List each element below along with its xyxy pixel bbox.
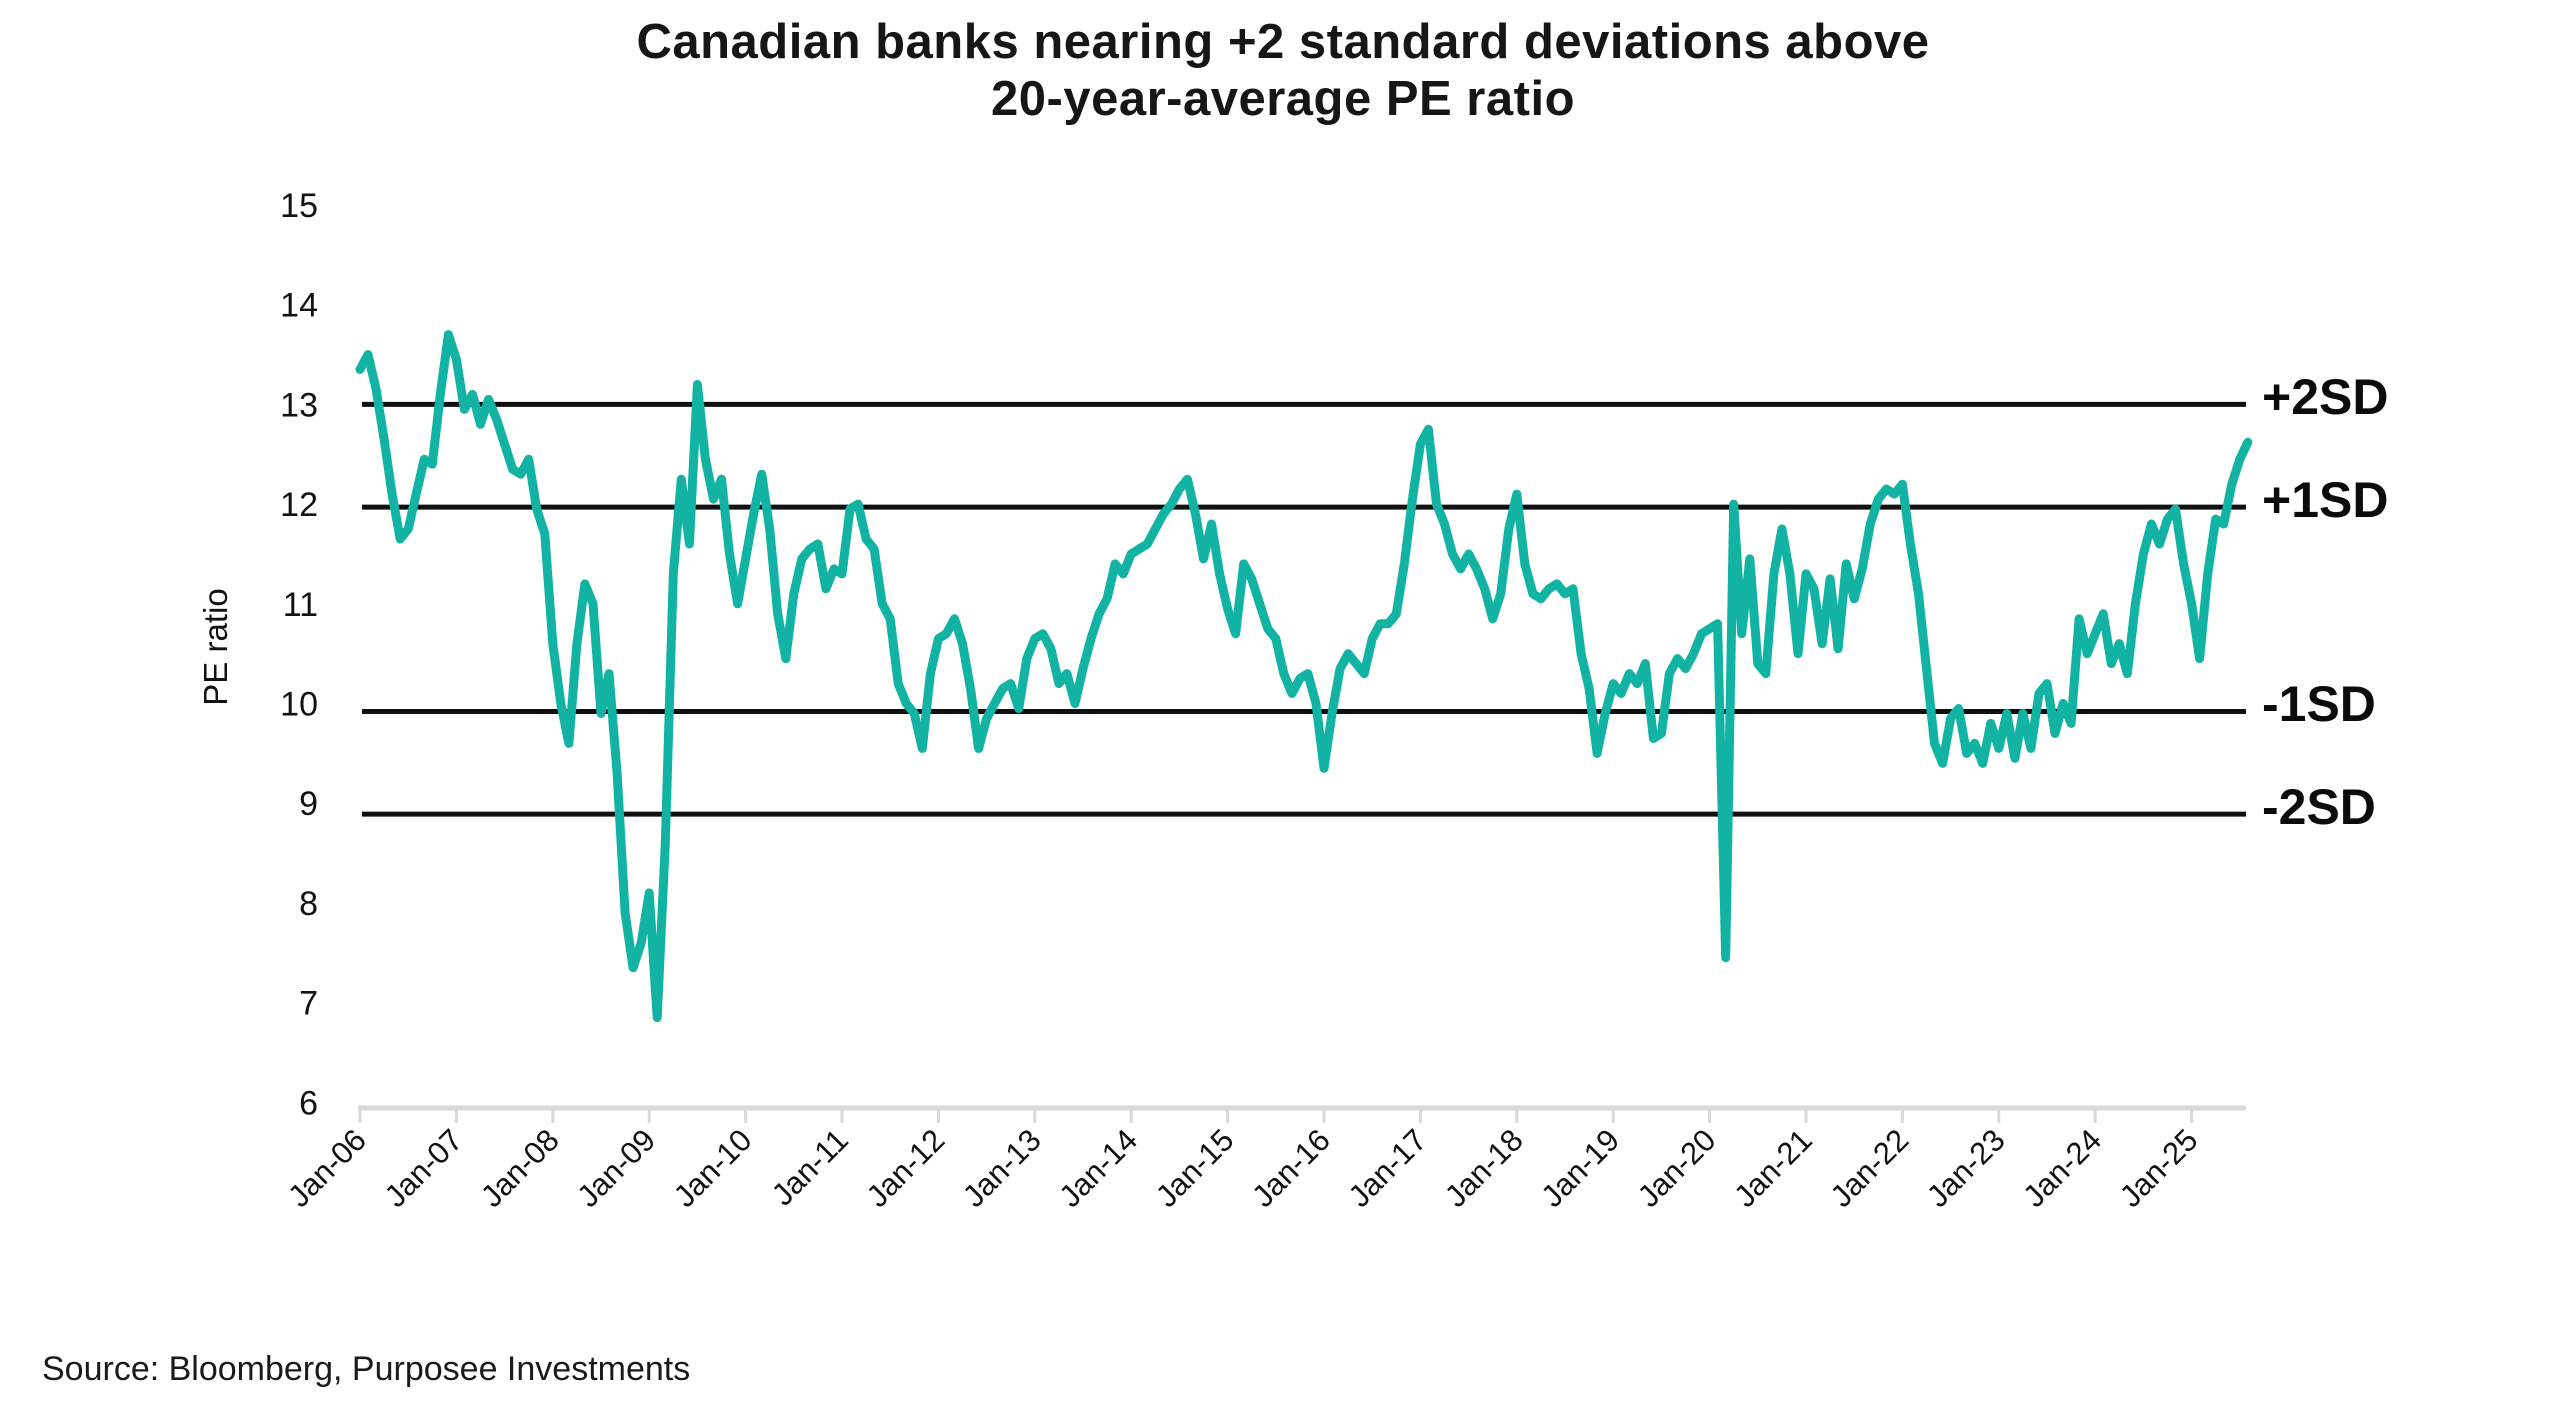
plus-1sd-label: +1SD xyxy=(2262,472,2389,529)
x-tick-label: Jan-09 xyxy=(570,1122,662,1214)
y-tick-label: 8 xyxy=(299,885,318,923)
y-tick-label: 12 xyxy=(280,486,318,524)
x-tick-label: Jan-21 xyxy=(1727,1122,1819,1214)
minus-2sd-label: -2SD xyxy=(2262,779,2376,836)
x-tick-label: Jan-19 xyxy=(1534,1122,1626,1214)
y-tick-label: 6 xyxy=(299,1084,318,1122)
x-tick-label: Jan-10 xyxy=(667,1122,759,1214)
x-tick-label: Jan-16 xyxy=(1245,1122,1337,1214)
x-tick-label: Jan-14 xyxy=(1052,1122,1144,1214)
x-tick-label: Jan-22 xyxy=(1824,1122,1916,1214)
x-tick-label: Jan-25 xyxy=(2113,1122,2205,1214)
y-tick-label: 7 xyxy=(299,985,318,1023)
source-note: Source: Bloomberg, Purposee Investments xyxy=(42,1350,691,1388)
x-tick-label: Jan-23 xyxy=(1920,1122,2012,1214)
pe-ratio-series-line xyxy=(355,330,2253,1023)
x-tick-label: Jan-15 xyxy=(1149,1122,1241,1214)
y-tick-label: 10 xyxy=(280,686,318,724)
y-tick-label: 14 xyxy=(280,287,318,325)
x-tick-label: Jan-07 xyxy=(378,1122,470,1214)
y-tick-label: 11 xyxy=(283,586,318,624)
x-tick-label: Jan-11 xyxy=(765,1122,855,1212)
x-tick-label: Jan-08 xyxy=(474,1122,566,1214)
x-tick-label: Jan-06 xyxy=(281,1122,373,1214)
chart-title-line1: Canadian banks nearing +2 standard devia… xyxy=(636,15,1930,69)
chart-title-line2: 20-year-average PE ratio xyxy=(991,72,1575,126)
minus-1sd-label: -1SD xyxy=(2262,676,2376,733)
x-tick-label: Jan-13 xyxy=(956,1122,1048,1214)
chart-title: Canadian banks nearing +2 standard devia… xyxy=(0,14,2566,128)
y-tick-label: 13 xyxy=(280,386,318,424)
x-tick-label: Jan-17 xyxy=(1342,1122,1434,1214)
plus-2sd-label: +2SD xyxy=(2262,369,2389,426)
y-tick-label: 9 xyxy=(299,785,318,823)
x-tick-label: Jan-24 xyxy=(2016,1122,2108,1214)
y-tick-label: 15 xyxy=(280,187,318,225)
x-tick-label: Jan-18 xyxy=(1438,1122,1530,1214)
x-tick-label: Jan-20 xyxy=(1631,1122,1723,1214)
x-tick-label: Jan-12 xyxy=(860,1122,952,1214)
